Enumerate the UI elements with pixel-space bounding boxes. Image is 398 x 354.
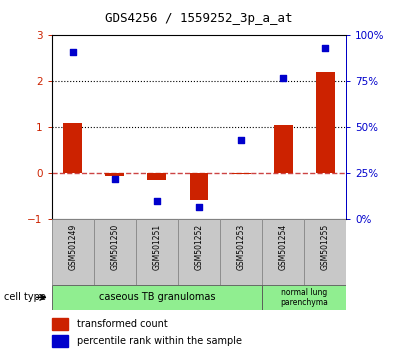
Bar bbox=[147, 173, 166, 180]
FancyBboxPatch shape bbox=[304, 219, 346, 285]
Text: normal lung
parenchyma: normal lung parenchyma bbox=[280, 288, 328, 307]
Text: GDS4256 / 1559252_3p_a_at: GDS4256 / 1559252_3p_a_at bbox=[105, 12, 293, 25]
Text: percentile rank within the sample: percentile rank within the sample bbox=[77, 336, 242, 346]
Text: GSM501251: GSM501251 bbox=[152, 224, 162, 270]
Text: transformed count: transformed count bbox=[77, 319, 168, 329]
Point bbox=[112, 176, 118, 182]
Bar bbox=[316, 72, 335, 173]
Bar bbox=[105, 173, 124, 176]
Point bbox=[280, 75, 286, 81]
Bar bbox=[63, 123, 82, 173]
Point bbox=[196, 204, 202, 210]
Bar bbox=[232, 173, 250, 175]
Point bbox=[238, 137, 244, 143]
Bar bbox=[52, 318, 68, 330]
Text: GSM501253: GSM501253 bbox=[236, 224, 246, 270]
FancyBboxPatch shape bbox=[52, 219, 94, 285]
Bar bbox=[189, 173, 209, 200]
FancyBboxPatch shape bbox=[178, 219, 220, 285]
FancyBboxPatch shape bbox=[262, 219, 304, 285]
Text: GSM501249: GSM501249 bbox=[68, 224, 77, 270]
Text: GSM501254: GSM501254 bbox=[279, 224, 288, 270]
Bar bbox=[274, 125, 293, 173]
Text: GSM501252: GSM501252 bbox=[195, 224, 203, 270]
Point bbox=[322, 45, 328, 51]
FancyBboxPatch shape bbox=[262, 285, 346, 310]
Text: GSM501255: GSM501255 bbox=[321, 224, 330, 270]
Text: GSM501250: GSM501250 bbox=[110, 224, 119, 270]
Point bbox=[154, 198, 160, 204]
Point bbox=[70, 49, 76, 55]
Text: caseous TB granulomas: caseous TB granulomas bbox=[99, 292, 215, 302]
FancyBboxPatch shape bbox=[220, 219, 262, 285]
FancyBboxPatch shape bbox=[136, 219, 178, 285]
FancyBboxPatch shape bbox=[52, 285, 262, 310]
Text: cell type: cell type bbox=[4, 292, 46, 302]
FancyBboxPatch shape bbox=[94, 219, 136, 285]
Bar bbox=[52, 335, 68, 347]
